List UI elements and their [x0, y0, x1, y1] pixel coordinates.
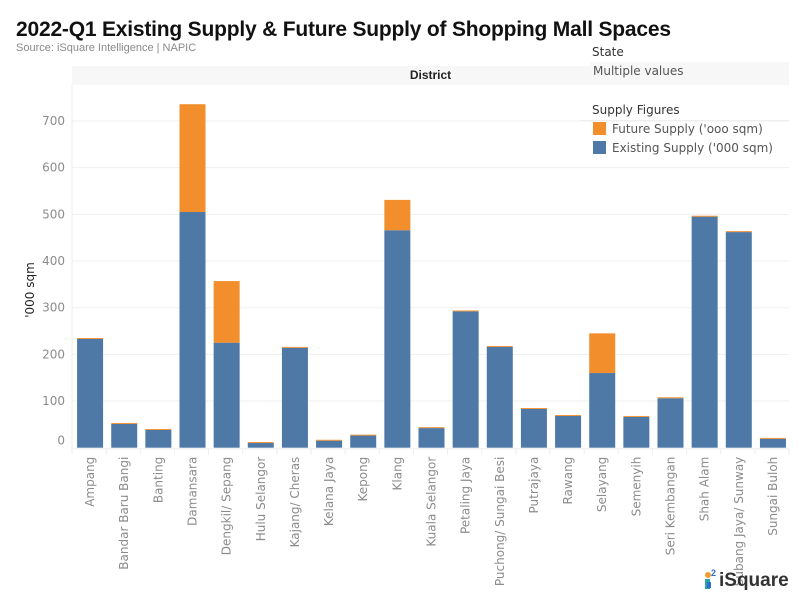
bar-future-11: [452, 310, 479, 312]
bar-future-20: [759, 437, 786, 439]
bar-future-19: [725, 231, 752, 233]
chart-title: 2022-Q1 Existing Supply & Future Supply …: [16, 18, 671, 41]
bar-existing-0: [77, 338, 104, 448]
bar-existing-17: [657, 398, 684, 448]
bar-existing-20: [759, 438, 786, 448]
x-tick-label: Subang Jaya/ Sunway: [732, 457, 746, 587]
legend-divider: [580, 120, 789, 121]
state-filter-label: State: [592, 45, 624, 59]
bar-future-1: [111, 422, 138, 424]
bar-future-16: [623, 415, 650, 417]
bar-existing-9: [384, 230, 411, 448]
bar-existing-10: [418, 428, 445, 448]
legend-label-future: Future Supply ('ooo sqm): [612, 122, 763, 136]
x-tick-label: Kelana Jaya: [322, 457, 336, 526]
bar-future-5: [247, 442, 274, 444]
y-tick-label: 100: [42, 394, 65, 408]
y-tick-label: 600: [42, 161, 65, 175]
x-tick-label: Kuala Selangor: [425, 457, 439, 547]
x-tick-label: Selayang: [595, 457, 609, 512]
x-tick-label: Damansara: [186, 457, 200, 526]
bar-future-12: [486, 345, 513, 347]
y-tick-label: 200: [42, 347, 65, 361]
bar-existing-1: [111, 423, 138, 448]
bar-future-2: [145, 429, 172, 430]
x-tick-label: Putrajaya: [527, 457, 541, 514]
bar-future-0: [77, 338, 104, 339]
bar-future-9: [384, 199, 411, 231]
bar-existing-11: [452, 311, 479, 448]
legend-swatch-future: [593, 122, 606, 135]
x-tick-label: Kajang/ Cheras: [288, 457, 302, 548]
bar-future-4: [213, 281, 240, 343]
bar-existing-5: [247, 443, 274, 448]
legend-item-existing[interactable]: Existing Supply ('000 sqm): [593, 141, 773, 155]
bar-future-6: [281, 346, 308, 348]
bar-existing-18: [691, 216, 718, 448]
bar-existing-14: [555, 415, 582, 448]
bar-future-3: [179, 104, 206, 213]
bar-future-13: [520, 408, 547, 409]
x-tick-label: Hulu Selangor: [254, 457, 268, 542]
bar-future-14: [555, 415, 582, 416]
y-tick-label: 300: [42, 301, 65, 315]
bar-existing-4: [213, 342, 240, 448]
bar-existing-16: [623, 416, 650, 448]
column-header-district: District: [409, 68, 452, 82]
bar-existing-12: [486, 346, 513, 448]
bar-future-15: [589, 333, 616, 374]
isquare-logo: 2 iSquare: [704, 568, 789, 592]
x-tick-label: Sungai Buloh: [766, 457, 780, 536]
x-tick-label: Petaling Jaya: [459, 457, 473, 534]
y-tick-label: 700: [42, 114, 65, 128]
x-tick-label: Ampang: [83, 457, 97, 507]
bar-existing-19: [725, 232, 752, 448]
isquare-logo-text: iSquare: [719, 570, 789, 591]
state-filter-dropdown[interactable]: Multiple values: [590, 62, 789, 82]
x-tick-label: Puchong/ Sungai Besi: [493, 457, 507, 586]
x-tick-label: Klang: [390, 457, 404, 491]
bar-existing-6: [281, 347, 308, 448]
legend-item-future[interactable]: Future Supply ('ooo sqm): [593, 122, 763, 136]
chart-source: Source: iSquare Intelligence | NAPIC: [16, 42, 197, 54]
x-tick-label: Banting: [151, 457, 165, 503]
x-tick-label: Seri Kembangan: [664, 457, 678, 556]
y-tick-label: 500: [42, 207, 65, 221]
x-tick-label: Bandar Baru Bangi: [117, 457, 131, 570]
y-tick-label: 400: [42, 254, 65, 268]
bar-future-17: [657, 397, 684, 399]
legend-title: Supply Figures: [592, 103, 680, 117]
bar-existing-8: [350, 435, 377, 448]
x-tick-label: Rawang: [561, 457, 575, 505]
bar-future-7: [316, 439, 343, 441]
bar-future-10: [418, 427, 445, 429]
x-tick-label: Shah Alam: [698, 457, 712, 522]
x-tick-label: Semenyih: [629, 457, 643, 517]
bar-future-18: [691, 215, 718, 217]
bar-existing-2: [145, 429, 172, 448]
bar-existing-15: [589, 373, 616, 448]
isquare-logo-icon: 2: [704, 568, 716, 589]
bar-existing-13: [520, 408, 547, 448]
bar-existing-7: [316, 440, 343, 448]
bar-future-8: [350, 434, 377, 436]
bar-existing-3: [179, 212, 206, 448]
x-tick-label: Kepong: [356, 457, 370, 502]
x-tick-label: Dengkil/ Sepang: [220, 457, 234, 556]
legend-swatch-existing: [593, 141, 606, 154]
legend-label-existing: Existing Supply ('000 sqm): [612, 141, 773, 155]
y-tick-label: 0: [57, 434, 65, 448]
